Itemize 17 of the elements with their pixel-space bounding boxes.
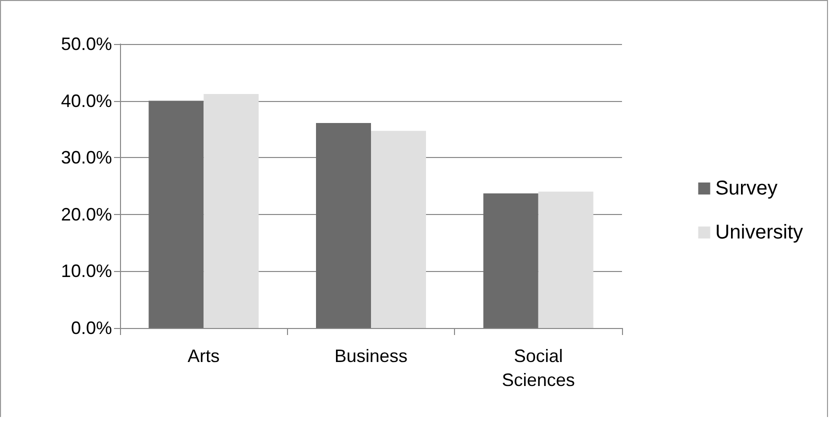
bar (483, 193, 538, 328)
legend-label: University (715, 222, 804, 244)
bar (371, 130, 426, 328)
bar (538, 192, 594, 328)
y-tick-label: 40.0% (60, 90, 112, 111)
x-tick-label: Business (334, 346, 408, 366)
bar (148, 100, 204, 328)
legend-label: Survey (715, 178, 778, 200)
y-tick-label: 0.0% (70, 318, 112, 338)
y-tick-label: 20.0% (60, 204, 112, 224)
y-tick-label: 30.0% (60, 148, 112, 168)
x-tick-label: Arts (188, 346, 220, 366)
bar (316, 122, 371, 328)
x-tick-label: Social Sciences (502, 346, 575, 390)
bar (204, 94, 259, 328)
y-tick-label: 50.0% (60, 34, 112, 54)
y-tick-label: 10.0% (60, 261, 112, 282)
